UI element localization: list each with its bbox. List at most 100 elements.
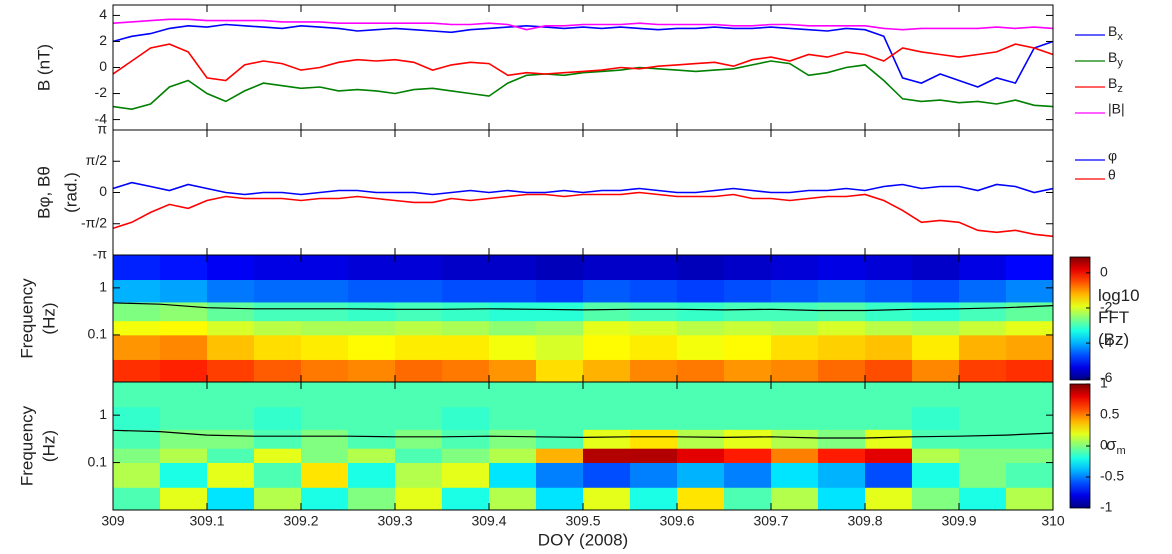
heat-cell bbox=[536, 255, 584, 281]
heat-cell bbox=[630, 462, 678, 488]
heat-cell bbox=[1006, 406, 1054, 430]
heat-cell bbox=[959, 279, 1007, 303]
heat-cell bbox=[442, 406, 490, 430]
heat-cell bbox=[207, 462, 255, 488]
heat-cell bbox=[912, 429, 960, 449]
heat-cell bbox=[160, 487, 208, 511]
colorbar-tick-label: -6 bbox=[1100, 369, 1113, 385]
heat-cell bbox=[818, 406, 866, 430]
heat-cell bbox=[536, 487, 584, 511]
heat-cell bbox=[1006, 302, 1054, 322]
heat-cell bbox=[160, 334, 208, 360]
heat-cell bbox=[912, 334, 960, 360]
x-tick-label: 310 bbox=[1041, 513, 1065, 529]
heat-cell bbox=[630, 302, 678, 322]
y-tick-label: -4 bbox=[95, 110, 108, 126]
heat-cell bbox=[818, 429, 866, 449]
heat-cell bbox=[113, 462, 161, 488]
heat-cell bbox=[771, 255, 819, 281]
heat-cell bbox=[583, 448, 631, 463]
heat-cell bbox=[536, 320, 584, 336]
heat-cell bbox=[395, 406, 443, 430]
heat-cell bbox=[254, 302, 302, 322]
heat-cell bbox=[583, 406, 631, 430]
heat-cell bbox=[583, 320, 631, 336]
heat-cell bbox=[113, 487, 161, 511]
heat-cell bbox=[301, 359, 349, 383]
y-tick-label: 0.1 bbox=[88, 326, 108, 342]
heat-cell bbox=[865, 382, 913, 408]
heat-cell bbox=[301, 320, 349, 336]
heat-cell bbox=[677, 302, 725, 322]
heat-cell bbox=[348, 255, 396, 281]
heat-cell bbox=[395, 320, 443, 336]
heat-cell bbox=[583, 255, 631, 281]
heat-cell bbox=[113, 429, 161, 449]
heat-cell bbox=[771, 429, 819, 449]
heat-cell bbox=[395, 334, 443, 360]
heat-cell bbox=[724, 429, 772, 449]
heat-cell bbox=[348, 462, 396, 488]
colorbar-tick-label: -1 bbox=[1100, 499, 1113, 515]
heat-cell bbox=[865, 302, 913, 322]
heat-cell bbox=[254, 429, 302, 449]
legend-label: Bx bbox=[1108, 23, 1123, 43]
series-line bbox=[113, 18, 1053, 31]
colorbar-tick-label: -0.5 bbox=[1100, 468, 1124, 484]
heat-cell bbox=[207, 334, 255, 360]
heat-cell bbox=[536, 302, 584, 322]
heat-cell bbox=[254, 359, 302, 383]
heat-cell bbox=[301, 302, 349, 322]
heat-cell bbox=[630, 320, 678, 336]
heat-cell bbox=[489, 279, 537, 303]
heat-cell bbox=[442, 302, 490, 322]
colorbar-tick-label: 0 bbox=[1100, 437, 1108, 453]
heat-cell bbox=[818, 255, 866, 281]
heat-cell bbox=[113, 382, 161, 408]
colorbar-tick-label: 1 bbox=[1100, 375, 1108, 391]
heat-cell bbox=[113, 255, 161, 281]
heat-cell bbox=[677, 320, 725, 336]
heat-cell bbox=[395, 359, 443, 383]
heat-cell bbox=[160, 359, 208, 383]
heat-cell bbox=[254, 334, 302, 360]
heat-cell bbox=[630, 429, 678, 449]
x-axis-label: DOY (2008) bbox=[538, 530, 628, 549]
heat-cell bbox=[536, 279, 584, 303]
heat-cell bbox=[348, 279, 396, 303]
heat-cell bbox=[1006, 487, 1054, 511]
heat-cell bbox=[771, 320, 819, 336]
x-tick-label: 309.4 bbox=[471, 513, 506, 529]
heat-cell bbox=[677, 429, 725, 449]
heat-cell bbox=[724, 448, 772, 463]
heat-cell bbox=[207, 382, 255, 408]
heat-cell bbox=[254, 382, 302, 408]
heat-cell bbox=[301, 429, 349, 449]
x-tick-label: 309.5 bbox=[565, 513, 600, 529]
heat-cell bbox=[959, 462, 1007, 488]
heat-cell bbox=[818, 382, 866, 408]
heat-cell bbox=[395, 448, 443, 463]
heat-cell bbox=[536, 334, 584, 360]
heat-cell bbox=[724, 382, 772, 408]
heat-cell bbox=[818, 334, 866, 360]
heat-cell bbox=[724, 255, 772, 281]
heat-cell bbox=[677, 406, 725, 430]
heat-cell bbox=[583, 279, 631, 303]
heat-cell bbox=[677, 279, 725, 303]
heat-cell bbox=[959, 429, 1007, 449]
heat-cell bbox=[724, 320, 772, 336]
heat-cell bbox=[207, 255, 255, 281]
heat-cell bbox=[818, 320, 866, 336]
heat-cell bbox=[348, 302, 396, 322]
x-tick-label: 309 bbox=[101, 513, 125, 529]
y-tick-label: 1 bbox=[99, 279, 107, 295]
heat-cell bbox=[301, 382, 349, 408]
heat-cell bbox=[348, 359, 396, 383]
heat-cell bbox=[630, 382, 678, 408]
heat-cell bbox=[113, 302, 161, 322]
heat-cell bbox=[442, 487, 490, 511]
heat-cell bbox=[959, 302, 1007, 322]
y-tick-label: -2 bbox=[95, 84, 108, 100]
heat-cell bbox=[630, 406, 678, 430]
